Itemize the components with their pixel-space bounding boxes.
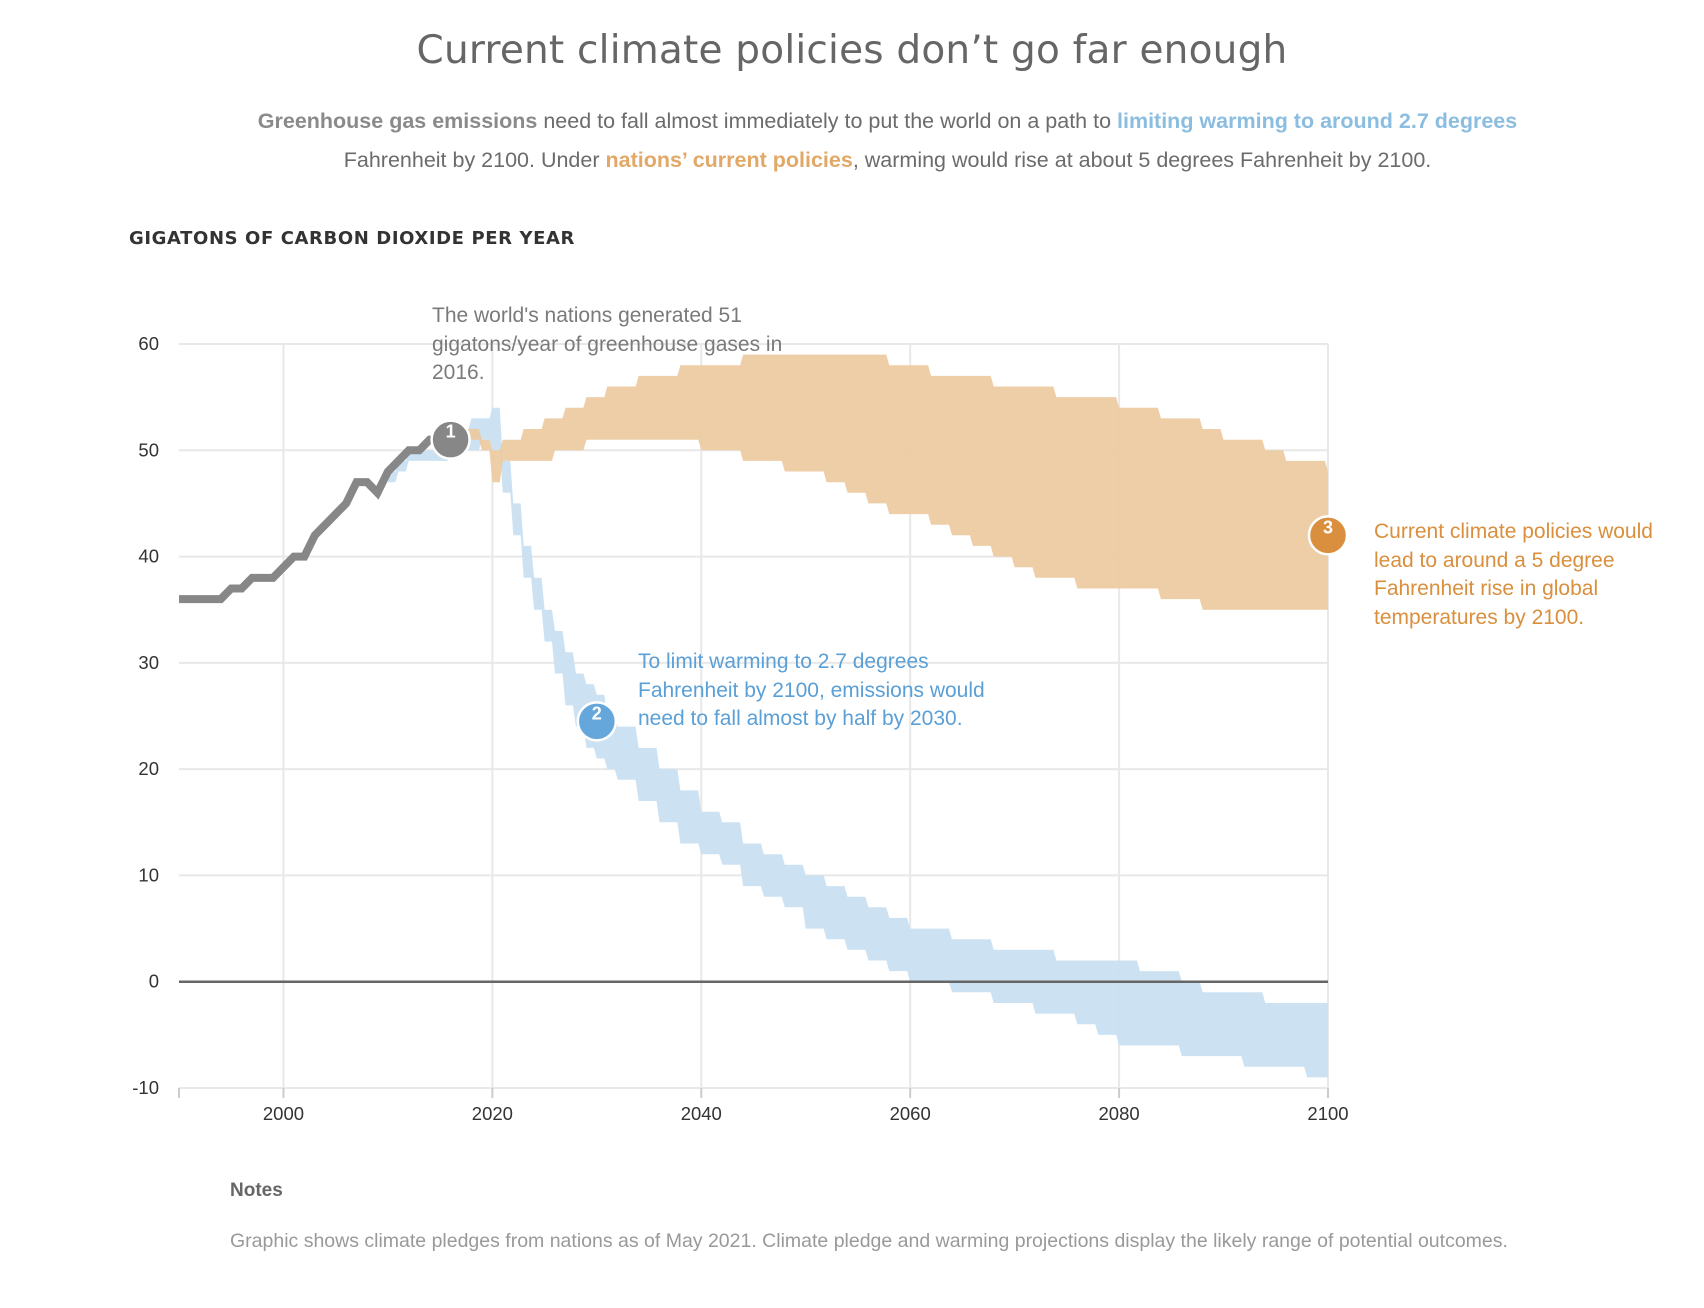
y-tick-label: -10 <box>132 1077 159 1098</box>
bands <box>387 354 1328 1078</box>
badge-1-number: 1 <box>446 422 456 442</box>
y-tick-label: 30 <box>138 652 159 673</box>
y-tick-label: 20 <box>138 758 159 779</box>
y-axis-label: GIGATONS OF CARBON DIOXIDE PER YEAR <box>129 228 575 249</box>
band-current-policies <box>461 354 1328 610</box>
subtitle-policies-highlight: nations’ current policies <box>605 148 853 172</box>
subtitle-text: , warming would rise at about 5 degrees … <box>852 148 1432 172</box>
subtitle-text: need to fall almost immediately to put t… <box>537 109 1118 133</box>
notes-body: Graphic shows climate pledges from natio… <box>230 1230 1508 1252</box>
x-tick-label: 2040 <box>681 1103 722 1124</box>
badge-2-number: 2 <box>592 703 602 723</box>
chart-subtitle: Greenhouse gas emissions need to fall al… <box>205 102 1570 180</box>
notes-heading: Notes <box>230 1180 283 1201</box>
y-tick-label: 10 <box>138 864 159 885</box>
axes: -10 0 10 20 30 40 50 60 2000 2020 2040 2060 2080 2100 <box>132 333 1348 1124</box>
annotation-2016-emissions: The world's nations generated 51 gigaton… <box>432 304 783 384</box>
y-tick-label: 60 <box>138 333 159 354</box>
badge-2-circle <box>576 701 618 742</box>
x-tick-label: 2000 <box>263 1103 304 1124</box>
badge-3-number: 3 <box>1323 517 1333 537</box>
lines <box>179 435 1328 983</box>
y-tick-label: 50 <box>138 439 159 460</box>
x-tick-label: 2080 <box>1099 1103 1140 1124</box>
y-tick-label: 40 <box>138 546 159 567</box>
subtitle-pathway-highlight: limiting warming to around 2.7 degrees <box>1117 109 1518 133</box>
y-tick-label: 0 <box>149 971 159 992</box>
badges: 1 2 3 <box>430 419 1349 742</box>
badge-3-circle <box>1307 515 1349 556</box>
band-2-7-pathway <box>387 407 1328 1078</box>
chart-title: Current climate policies don’t go far en… <box>416 28 1288 73</box>
annotation-2-7-pathway: To limit warming to 2.7 degrees Fahrenhe… <box>638 650 985 730</box>
history-line <box>179 435 451 604</box>
x-tick-label: 2060 <box>890 1103 931 1124</box>
x-tick-label: 2100 <box>1307 1103 1348 1124</box>
subtitle-text: Fahrenheit by 2100. Under <box>343 148 606 172</box>
subtitle-emissions-highlight: Greenhouse gas emissions <box>257 109 538 133</box>
badge-1-circle <box>430 419 471 460</box>
annotation-current-policies: Current climate policies would lead to a… <box>1374 520 1653 629</box>
x-tick-label: 2020 <box>472 1103 513 1124</box>
